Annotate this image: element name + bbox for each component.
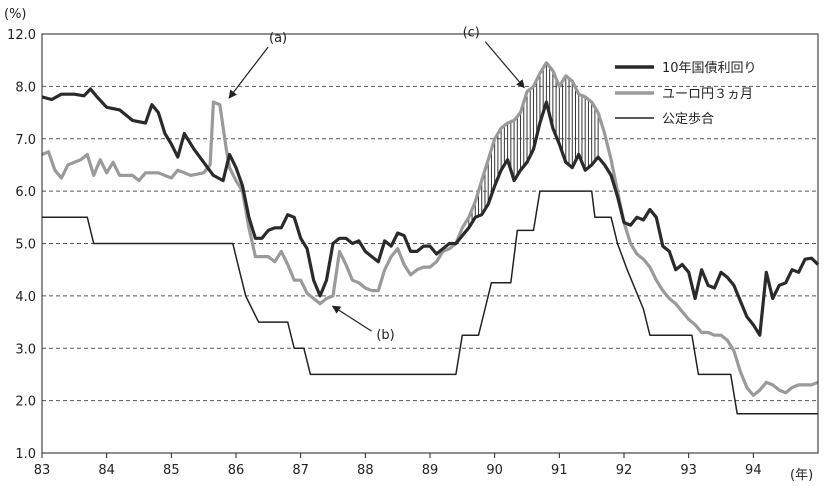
x-tick-label: 86: [228, 463, 245, 478]
x-tick-label: 93: [680, 463, 697, 478]
legend: 10年国債利回り ユーロ円３ヵ月 公定歩合: [615, 61, 757, 127]
x-tick-label: 88: [357, 463, 374, 478]
x-tick-label: 91: [551, 463, 568, 478]
y-tick-label: 7.0: [15, 133, 36, 148]
annotation-arrow: [485, 42, 524, 88]
series-discount-rate: [42, 191, 818, 414]
annotation-label: (c): [463, 26, 480, 41]
x-tick-label: 87: [292, 463, 309, 478]
y-tick-label: 3.0: [15, 342, 36, 357]
annotation-label: (b): [376, 328, 394, 343]
x-tick-label: 92: [616, 463, 633, 478]
annotation-arrow: [229, 47, 268, 98]
legend-label-discount-rate: 公定歩合: [662, 112, 714, 127]
y-tick-label: 5.0: [15, 238, 36, 253]
annotation-arrow: [333, 306, 372, 331]
legend-label-jgb10y: 10年国債利回り: [662, 61, 757, 76]
y-tick-label: 1.0: [15, 447, 36, 462]
y-tick-label: 8.0: [15, 80, 36, 95]
x-tick-label: 85: [163, 463, 180, 478]
x-tick-label: 90: [486, 463, 503, 478]
x-tick-label: 83: [34, 463, 51, 478]
y-tick-label: 2.0: [15, 395, 36, 410]
x-tick-label: 94: [745, 463, 762, 478]
y-axis-label: (%): [4, 7, 27, 22]
y-tick-label: 4.0: [15, 290, 36, 305]
y-tick-label: 6.0: [15, 185, 36, 200]
legend-label-euroyen3m: ユーロ円３ヵ月: [662, 87, 753, 102]
ticks: 1.0 2.0 3.0 4.0 5.0 6.0 7.0 8.0 12.0 83 84 85 86 87 88…: [7, 28, 762, 478]
annotation-label: (a): [269, 31, 287, 46]
x-tick-label: 84: [98, 463, 115, 478]
x-axis-unit: (年): [790, 468, 813, 483]
x-tick-label: 89: [422, 463, 439, 478]
y-tick-label: 12.0: [7, 28, 36, 43]
